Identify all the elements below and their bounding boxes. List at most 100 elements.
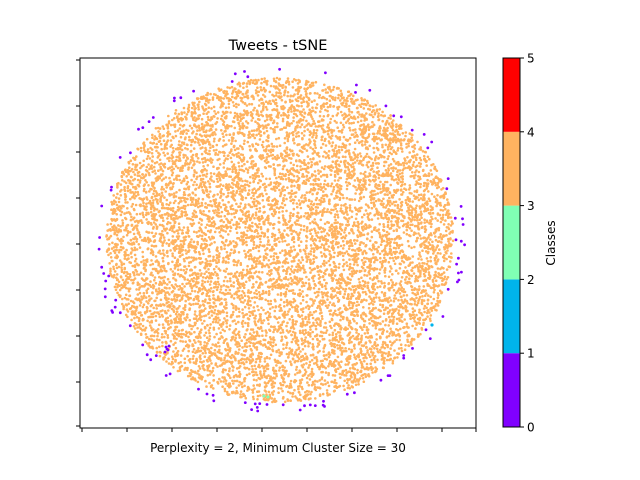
- point-class-3: [336, 216, 340, 219]
- point-class-3: [356, 300, 359, 304]
- point-class-3: [162, 177, 165, 181]
- point-class-3: [300, 285, 304, 288]
- point-class-3: [362, 195, 366, 199]
- point-class-3: [352, 263, 356, 266]
- point-class-3: [208, 182, 211, 186]
- point-class-3: [225, 311, 229, 315]
- point-class-3: [395, 123, 398, 126]
- point-class-3: [378, 348, 382, 352]
- point-class-3: [163, 335, 166, 339]
- point-class-3: [307, 345, 310, 348]
- point-class-3: [285, 168, 289, 172]
- point-class-3: [248, 181, 252, 185]
- point-class-3: [250, 196, 253, 200]
- point-class-3: [348, 306, 352, 310]
- point-class-3: [179, 135, 183, 139]
- point-class-3: [277, 391, 280, 395]
- point-class-3: [265, 129, 269, 133]
- point-class-3: [286, 321, 289, 325]
- point-class-3: [120, 302, 124, 306]
- point-class-3: [314, 131, 318, 135]
- point-class-3: [222, 279, 226, 283]
- point-class-3: [312, 182, 315, 186]
- point-class-3: [431, 211, 435, 215]
- point-class-3: [425, 164, 429, 167]
- point-class-3: [272, 77, 276, 81]
- point-class-3: [243, 102, 247, 105]
- point-class-3: [354, 217, 358, 221]
- point-class-3: [241, 325, 245, 328]
- point-class-3: [235, 386, 238, 390]
- point-class-3: [382, 229, 386, 232]
- point-class-3: [248, 361, 252, 365]
- point-class-3: [172, 178, 176, 181]
- point-class-3: [310, 160, 313, 164]
- point-class-3: [321, 359, 325, 363]
- point-class-3: [257, 249, 261, 253]
- point-class-3: [253, 364, 256, 368]
- point-class-3: [302, 224, 306, 228]
- point-class-3: [298, 292, 302, 295]
- point-class-3: [267, 322, 270, 326]
- point-class-3: [147, 184, 150, 187]
- point-class-3: [357, 199, 361, 203]
- point-class-3: [333, 324, 336, 327]
- point-class-3: [264, 185, 268, 188]
- point-class-3: [305, 275, 308, 279]
- point-class-3: [309, 328, 312, 331]
- point-class-3: [125, 175, 128, 178]
- point-class-3: [150, 326, 153, 330]
- point-class-3: [306, 105, 309, 108]
- point-class-3: [382, 197, 385, 201]
- point-class-3: [345, 381, 349, 385]
- point-class-3: [171, 252, 174, 255]
- point-class-3: [360, 258, 364, 262]
- point-class-3: [196, 380, 200, 384]
- point-class-3: [356, 314, 360, 318]
- point-class-3: [133, 248, 137, 252]
- point-class-3: [191, 350, 195, 354]
- point-class-3: [172, 201, 176, 205]
- point-class-3: [124, 293, 128, 297]
- point-class-3: [279, 84, 283, 88]
- point-class-3: [212, 180, 216, 183]
- point-class-3: [113, 251, 117, 255]
- point-class-3: [287, 114, 290, 117]
- point-class-3: [330, 380, 333, 384]
- point-class-3: [254, 367, 257, 371]
- point-class-3: [244, 280, 248, 284]
- point-class-3: [299, 165, 302, 168]
- point-class-3: [205, 112, 208, 115]
- point-class-3: [155, 161, 159, 164]
- point-class-3: [413, 320, 417, 323]
- point-class-3: [388, 270, 392, 273]
- point-class-3: [410, 205, 413, 209]
- point-class-3: [109, 267, 112, 271]
- point-class-3: [153, 169, 156, 172]
- point-class-3: [396, 149, 400, 152]
- point-class-3: [238, 84, 242, 88]
- point-class-3: [307, 331, 310, 334]
- point-class-3: [269, 165, 272, 168]
- point-class-3: [170, 302, 173, 305]
- point-class-3: [187, 256, 191, 259]
- point-class-3: [287, 83, 291, 86]
- point-class-3: [177, 112, 181, 116]
- point-class-3: [364, 281, 367, 285]
- point-class-3: [386, 223, 390, 227]
- point-class-3: [302, 179, 306, 183]
- point-class-3: [395, 322, 399, 326]
- point-class-3: [382, 189, 385, 192]
- point-class-3: [321, 295, 325, 299]
- point-class-3: [127, 179, 130, 182]
- point-class-3: [285, 341, 289, 345]
- point-class-3: [422, 154, 426, 158]
- point-class-3: [279, 331, 283, 335]
- point-class-3: [128, 275, 132, 278]
- point-class-3: [396, 147, 400, 150]
- point-class-3: [296, 99, 300, 103]
- point-class-3: [319, 146, 323, 149]
- point-class-3: [324, 242, 328, 246]
- point-class-3: [341, 316, 345, 320]
- point-class-3: [262, 291, 265, 295]
